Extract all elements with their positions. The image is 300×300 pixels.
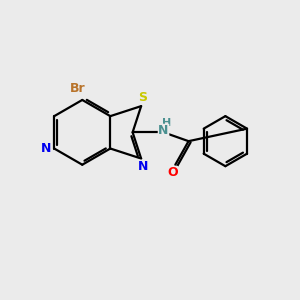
Text: N: N: [158, 124, 169, 137]
Text: N: N: [41, 142, 51, 155]
Text: Br: Br: [70, 82, 86, 95]
Text: O: O: [167, 167, 178, 179]
Text: H: H: [162, 118, 171, 128]
Text: S: S: [138, 92, 147, 104]
Text: N: N: [137, 160, 148, 173]
